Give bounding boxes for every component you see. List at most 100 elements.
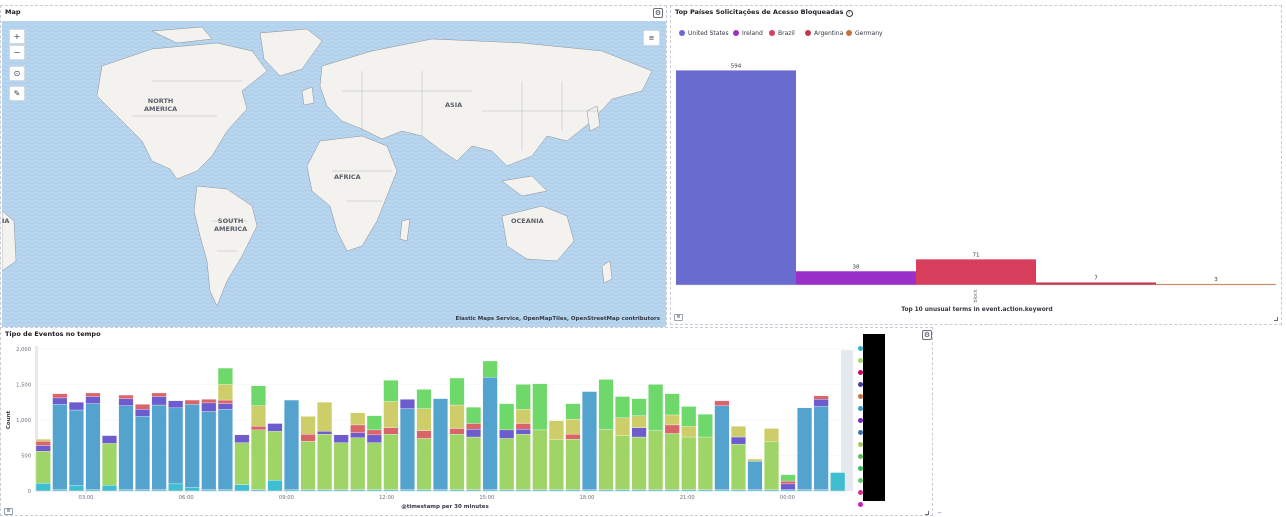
events-panel: Tipo de Eventos no tempo ⚙ 0 500 1,000 1,50… [0,327,933,516]
bar-segment [118,394,134,399]
map-panel: Map ⚙ [0,5,667,327]
legend-item[interactable]: United States [679,30,729,37]
bar-segment [449,434,465,490]
legend-item[interactable]: Argentina [805,30,843,37]
legend-toggle-icon[interactable]: ≡ [4,508,13,515]
x-tick-label: 09:00 [279,495,294,501]
bar-value-label: 594 [731,63,742,69]
label-south-america: SOUTH AMERICA [214,217,248,233]
zoom-out-button[interactable]: − [9,45,25,60]
legend-item[interactable]: Ireland [733,30,763,37]
legend-dot[interactable] [858,382,863,387]
legend-dot[interactable] [858,430,863,435]
legend-dot[interactable] [858,478,863,483]
x-tick-label: 18:00 [580,495,595,501]
info-icon[interactable]: i [845,10,853,17]
bar-segment [168,407,184,485]
label-edge: IA [2,217,10,225]
bar-segment [251,405,266,427]
bar-segment [68,409,84,486]
bar [796,271,916,285]
legend-label: Ireland [742,30,763,37]
empty-area-handle: ⌐ [938,510,943,516]
bar-segment [532,383,548,431]
bar-segment [466,423,482,430]
legend-dot [805,30,811,36]
gear-icon[interactable]: ⚙ [653,8,663,18]
x-tick-label: 21:00 [680,495,695,501]
bar-segment [135,404,151,410]
bar-segment [383,434,399,490]
gear-icon[interactable]: ⚙ [922,330,932,340]
bar-segment [714,400,730,406]
bar-segment [499,438,515,490]
legend-dot[interactable] [858,466,863,471]
zoom-in-button[interactable]: + [9,29,25,44]
bar-segment [764,441,779,490]
bar-segment [251,426,266,431]
bar-segment [151,392,167,397]
legend-dot [769,30,775,36]
legend-toggle-icon[interactable]: ≡ [674,314,683,321]
bar-segment [184,404,200,488]
bar-segment [433,398,448,490]
legend-dot[interactable] [858,358,863,363]
bar-segment [217,403,233,410]
bar-segment [350,412,366,426]
draw-tool-button[interactable]: ✎ [9,86,25,101]
bar-segment [631,415,647,428]
bar-segment [399,399,415,409]
legend-label: Argentina [814,30,844,37]
resize-handle-icon[interactable] [925,511,929,515]
bar-segment [333,434,349,443]
bar-segment [102,443,117,486]
bar-segment [515,384,531,410]
legend-item[interactable]: Germany [846,30,883,37]
bar-segment [284,399,299,490]
bar-segment [300,441,316,490]
x-tick-label: 06:00 [179,495,194,501]
resize-handle-icon[interactable] [1274,317,1278,321]
bar-segment [730,436,746,445]
map-attribution: Elastic Maps Service, OpenMapTiles, Open… [455,316,660,322]
bar-segment [85,392,101,397]
legend-dot[interactable] [858,454,863,459]
bar-segment [267,423,283,432]
bar-segment [366,415,382,431]
bar-segment [416,389,432,409]
bar-segment [664,424,680,434]
bar-segment [681,436,697,490]
legend-dot[interactable] [858,502,863,507]
bar-segment [217,399,233,404]
bar-segment [68,402,84,411]
legend-dot[interactable] [858,370,863,375]
bar-segment [151,404,167,490]
bar-segment [350,432,366,438]
bar-segment [697,414,713,438]
y-tick-label: 1,500 [16,382,31,388]
legend-dot[interactable] [858,406,863,411]
bar-segment [168,400,184,409]
bar [1036,282,1156,285]
legend-dot[interactable] [858,490,863,495]
layers-toggle-button[interactable]: ≡ [643,30,660,46]
reset-view-button[interactable]: ⊙ [9,66,25,81]
bar-segment [251,429,266,490]
bar-segment [780,483,796,490]
legend-dot[interactable] [858,442,863,447]
label-asia: ASIA [445,101,463,109]
bar-segment [565,438,581,490]
world-map[interactable]: NORTH AMERICA ASIA AFRICA SOUTH AMERICA … [2,21,666,327]
bar-segment [383,380,399,402]
bar-segment [648,384,664,431]
countries-panel-title: Top Países Solicitações de Acesso Bloque… [675,8,853,17]
legend-dot[interactable] [858,394,863,399]
bar-segment [68,485,84,492]
bar-segment [714,405,730,490]
bar-segment [217,409,233,490]
bar-segment [631,427,647,438]
legend-item[interactable]: Brazil [769,30,795,37]
bar-segment [201,399,217,404]
legend-dot[interactable] [858,346,863,351]
legend-dot[interactable] [858,418,863,423]
